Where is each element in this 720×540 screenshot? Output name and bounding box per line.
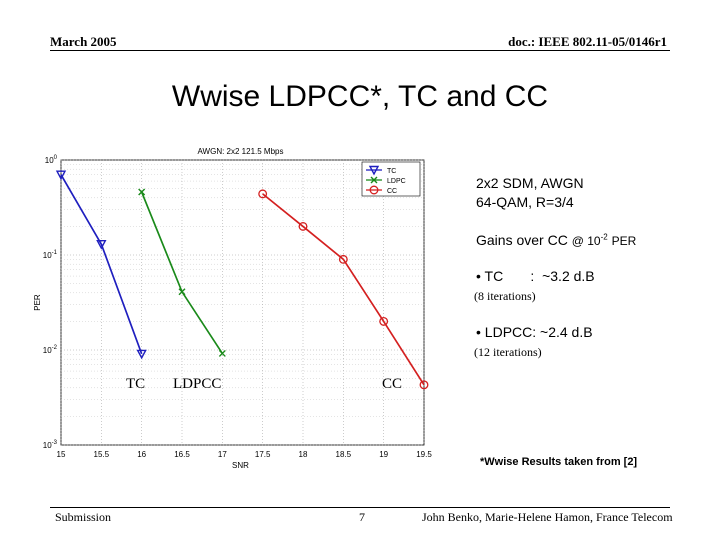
point-cc-1 xyxy=(298,221,308,231)
note-config-1: 2x2 SDM, AWGN xyxy=(476,175,584,191)
footer-page-number: 7 xyxy=(359,510,365,524)
curve-label-ldpcc: LDPCC xyxy=(173,376,222,392)
point-tc-2 xyxy=(136,349,147,360)
note-config-2: 64-QAM, R=3/4 xyxy=(476,194,574,210)
x-tick-label-8: 19 xyxy=(379,450,388,459)
y-axis-label: PER xyxy=(33,294,42,311)
gains-prefix: Gains over CC xyxy=(476,232,568,248)
gains-unit: PER xyxy=(611,234,637,248)
x-tick-label-4: 17 xyxy=(218,450,227,459)
x-tick-label-6: 18 xyxy=(299,450,308,459)
footer-authors: John Benko, Marie-Helene Hamon, France T… xyxy=(422,510,673,524)
gains-exponent: -2 xyxy=(600,232,608,242)
y-tick-label-2: 10-2 xyxy=(43,345,58,355)
y-tick-label-0: 100 xyxy=(45,155,58,165)
x-axis-label: SNR xyxy=(232,461,249,470)
chart-title: AWGN: 2x2 121.5 Mbps xyxy=(198,147,284,156)
per-chart: 15 15.5 16 16.5 17 17.5 18 18.5 19 19.5 100 10-1 10-… xyxy=(33,147,432,470)
point-cc-4 xyxy=(419,380,429,390)
x-tick-label-3: 16.5 xyxy=(174,450,190,459)
series-line-cc xyxy=(262,193,425,386)
point-tc-1 xyxy=(96,239,107,250)
curve-label-tc: TC xyxy=(126,376,146,392)
note-tc-iterations: (8 iterations) xyxy=(474,289,536,303)
footer-submission: Submission xyxy=(55,510,112,524)
header-date: March 2005 xyxy=(50,34,117,49)
legend-marker-tc xyxy=(368,165,380,176)
note-ldpcc-gain: • LDPCC: ~2.4 d.B xyxy=(476,324,593,340)
point-cc-2 xyxy=(338,254,348,264)
point-ldpc-2 xyxy=(218,349,226,357)
point-cc-3 xyxy=(379,316,389,326)
y-tick-label-1: 10-1 xyxy=(43,250,58,260)
x-tick-label-2: 16 xyxy=(137,450,146,459)
header-rule xyxy=(50,50,670,51)
curve-label-cc: CC xyxy=(382,376,403,392)
x-tick-label-1: 15.5 xyxy=(94,450,110,459)
note-tc-gain: • TC : ~3.2 d.B xyxy=(476,268,595,284)
y-tick-label-3: 10-3 xyxy=(43,440,58,450)
point-tc-0 xyxy=(55,170,67,181)
x-tick-label-9: 19.5 xyxy=(416,450,432,459)
footnote: *Wwise Results taken from [2] xyxy=(480,456,638,468)
x-tick-label-5: 17.5 xyxy=(255,450,271,459)
legend-marker-cc xyxy=(369,185,379,195)
point-cc-0 xyxy=(258,189,268,199)
note-ldpcc-iterations: (12 iterations) xyxy=(474,345,542,359)
x-tick-label-0: 15 xyxy=(57,450,66,459)
header-doc-id: doc.: IEEE 802.11-05/0146r1 xyxy=(508,34,667,49)
point-ldpc-1 xyxy=(178,288,186,296)
legend-label-ldpc: LDPC xyxy=(387,178,406,185)
footer-rule xyxy=(50,507,670,508)
legend-label-tc: TC xyxy=(387,168,396,175)
legend-marker-ldpc xyxy=(370,176,378,184)
note-gains-heading: Gains over CC @ 10-2 PER xyxy=(476,232,636,248)
series-line-tc xyxy=(60,174,143,355)
slide-title: Wwise LDPCC*, TC and CC xyxy=(171,80,549,113)
gains-at: @ 10 xyxy=(571,234,601,248)
point-ldpc-0 xyxy=(138,188,146,196)
plot-area xyxy=(60,159,425,446)
legend-label-cc: CC xyxy=(387,188,397,195)
x-tick-label-7: 18.5 xyxy=(336,450,352,459)
